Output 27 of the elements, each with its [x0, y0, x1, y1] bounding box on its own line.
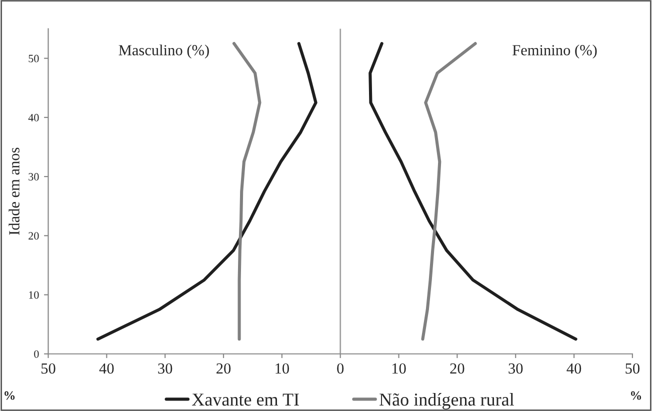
line-series	[421, 42, 477, 341]
legend-label: Não indígena rural	[380, 392, 514, 410]
x-tick-label: 20	[450, 363, 464, 374]
x-tick-label: 20	[216, 363, 231, 374]
annotation: Feminino (%)	[512, 44, 597, 58]
legend-label: Xavante em TI	[192, 394, 299, 406]
x-tick-label: 30	[158, 363, 172, 374]
line-series	[96, 42, 318, 341]
x-tick-label: 50	[41, 363, 56, 374]
text: %	[631, 391, 642, 400]
text: %	[4, 391, 15, 400]
x-tick-label: 50	[626, 363, 640, 374]
x-tick-label: 30	[508, 363, 523, 374]
x-tick-label: 40	[566, 363, 582, 374]
x-tick-label: 40	[99, 363, 114, 374]
y-tick-label: 40	[28, 114, 39, 122]
x-tick-label: 10	[392, 363, 406, 374]
y-axis-title: Idade em anos	[8, 148, 20, 235]
y-tick-label: 20	[28, 232, 39, 240]
y-tick-label: 50	[28, 54, 39, 62]
y-tick-label: 10	[29, 291, 39, 299]
annotation: Masculino (%)	[118, 44, 209, 58]
line-series	[232, 42, 262, 341]
x-tick-label: 10	[276, 363, 289, 374]
y-tick-label: 30	[28, 173, 39, 181]
x-tick-label: 0	[337, 363, 344, 374]
y-tick-label: 0	[34, 350, 39, 358]
